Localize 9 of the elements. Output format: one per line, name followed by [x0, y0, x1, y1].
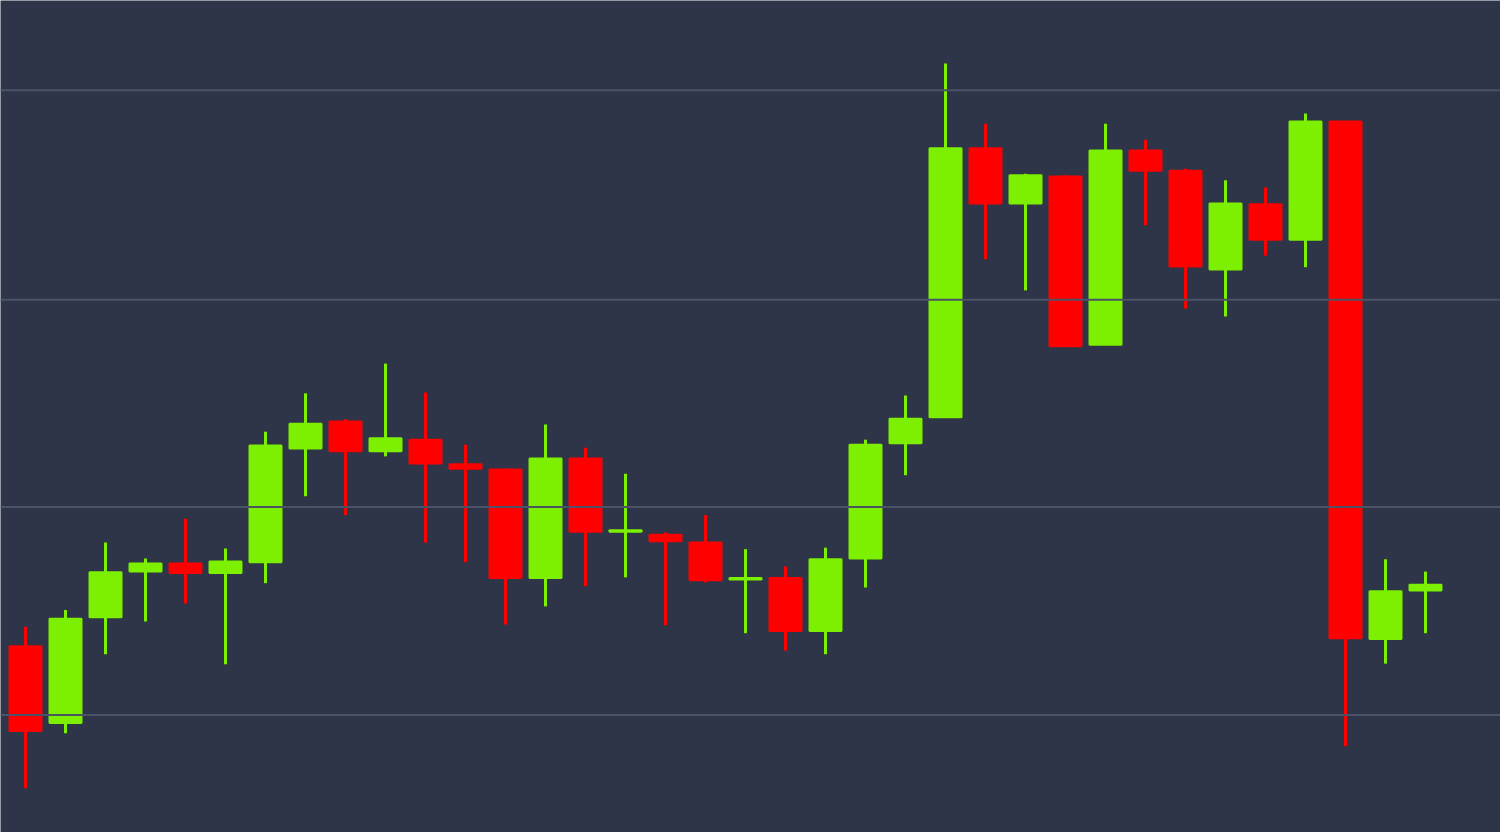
candlestick — [648, 532, 683, 627]
candlestick — [368, 363, 403, 457]
candlestick — [728, 549, 763, 635]
candlestick — [168, 518, 203, 604]
candlestick — [128, 558, 163, 622]
candlestick — [608, 473, 643, 578]
candlestick — [208, 548, 243, 665]
candlestick — [448, 443, 483, 564]
candlestick — [1408, 571, 1443, 635]
